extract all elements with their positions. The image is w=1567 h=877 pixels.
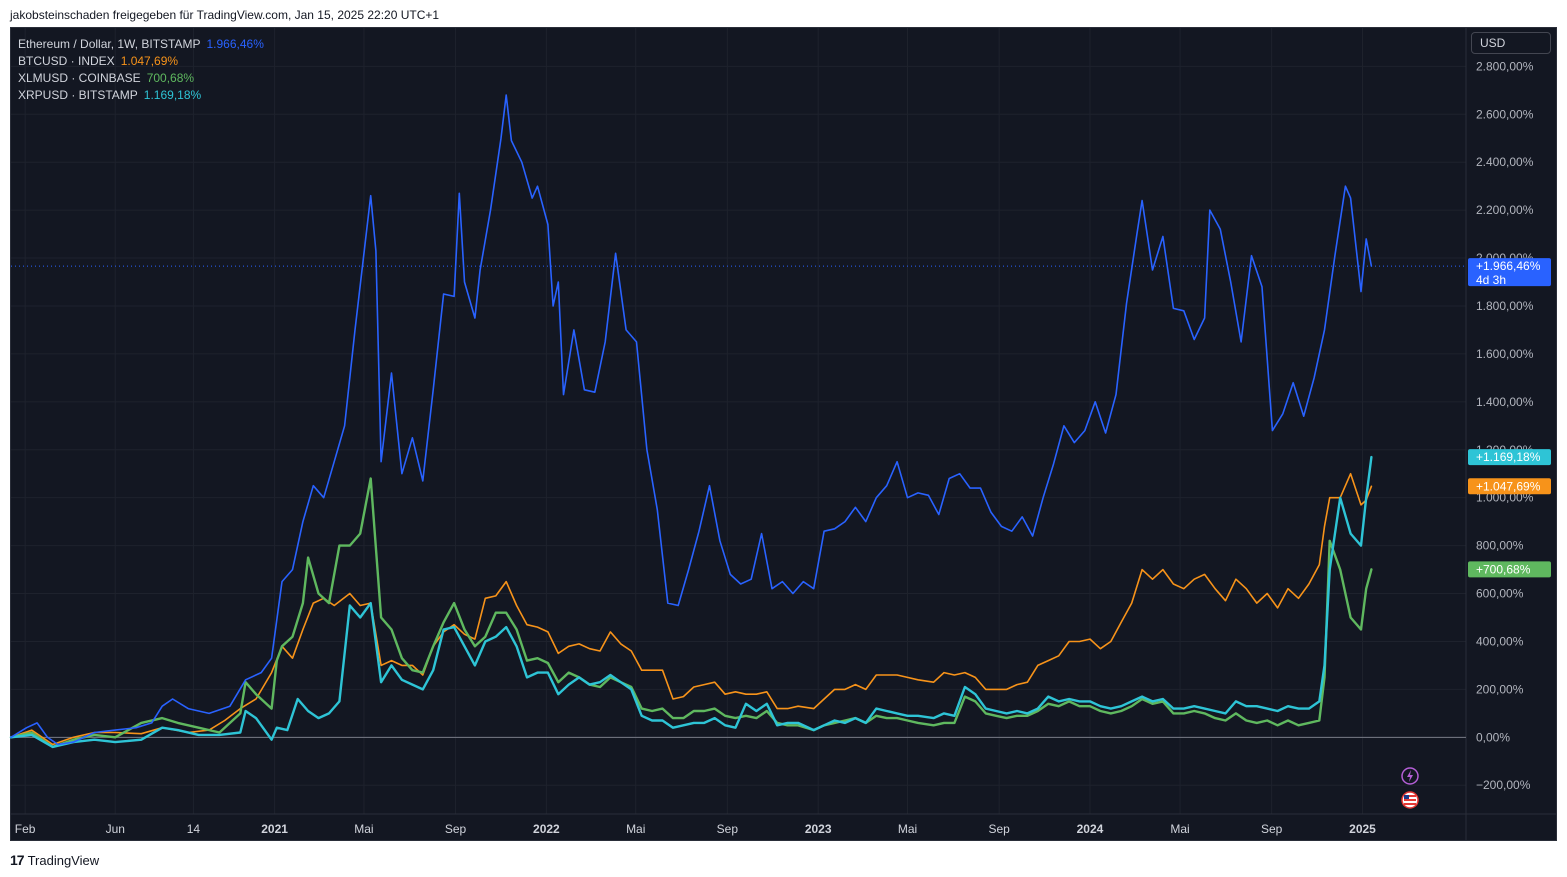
legend-row-xrp[interactable]: XRPUSD · BITSTAMP 1.169,18% <box>18 87 264 104</box>
legend-label: BTCUSD · INDEX <box>18 54 115 68</box>
lightning-glyph <box>1407 770 1413 782</box>
y-tick-label: 800,00% <box>1476 539 1524 553</box>
legend-value: 700,68% <box>146 71 195 85</box>
legend-value: 1.966,46% <box>206 37 264 51</box>
price-tag <box>1468 561 1551 578</box>
y-tick-label: −200,00% <box>1476 778 1531 792</box>
flag-stripe <box>1404 803 1416 805</box>
x-tick-label: Feb <box>15 822 36 836</box>
price-tag <box>1468 258 1551 287</box>
series-line <box>9 477 1373 749</box>
y-tick-label: 2.200,00% <box>1476 203 1534 217</box>
y-tick-label: 2.400,00% <box>1476 155 1534 169</box>
x-tick-label: 2025 <box>1349 822 1376 836</box>
y-tick-label: 2.600,00% <box>1476 107 1534 121</box>
y-tick-label: 400,00% <box>1476 634 1524 648</box>
series-line <box>10 94 1373 746</box>
y-tick-label: 600,00% <box>1476 587 1524 601</box>
brand-name: TradingView <box>27 852 100 868</box>
lightning-event-icon <box>1401 767 1419 785</box>
x-tick-label: Jun <box>106 822 125 836</box>
legend-label: XRPUSD · BITSTAMP <box>18 88 138 102</box>
currency-button[interactable]: USD <box>1471 32 1551 54</box>
y-tick-label: 2.800,00% <box>1476 59 1534 73</box>
x-tick-label: Mai <box>898 822 917 836</box>
y-tick-label: 1.600,00% <box>1476 347 1534 361</box>
x-tick-label: Sep <box>445 822 467 836</box>
legend-row-btc[interactable]: BTCUSD · INDEX 1.047,69% <box>18 53 264 70</box>
x-tick-label: Mai <box>1170 822 1189 836</box>
flag-stripe <box>1404 795 1416 797</box>
series-legend: Ethereum / Dollar, 1W, BITSTAMP 1.966,46%… <box>18 36 264 104</box>
x-tick-label: Mai <box>354 822 373 836</box>
x-tick-label: Mai <box>626 822 645 836</box>
flag-canton <box>1404 795 1409 799</box>
y-tick-label: 200,00% <box>1476 682 1524 696</box>
legend-row-eth[interactable]: Ethereum / Dollar, 1W, BITSTAMP 1.966,46% <box>18 36 264 53</box>
x-tick-label: 2024 <box>1077 822 1104 836</box>
legend-row-xlm[interactable]: XLMUSD · COINBASE 700,68% <box>18 70 264 87</box>
share-header: jakobsteinschaden freigegeben für Tradin… <box>10 8 440 22</box>
price-tag-label: +1.047,69% <box>1476 479 1541 493</box>
legend-label: Ethereum / Dollar, 1W, BITSTAMP <box>18 37 201 51</box>
legend-label: XLMUSD · COINBASE <box>18 71 141 85</box>
x-tick-label: Sep <box>988 822 1010 836</box>
price-tag <box>1468 478 1551 495</box>
x-tick-label: Sep <box>717 822 739 836</box>
flag-stripe <box>1404 799 1416 801</box>
price-tag <box>1468 449 1551 466</box>
price-tag-label: +700,68% <box>1476 562 1531 576</box>
x-tick-label: 2022 <box>533 822 560 836</box>
footer-brand[interactable]: 17 TradingView <box>10 852 99 868</box>
series-line <box>9 455 1373 749</box>
tradingview-logo-icon: 17 <box>10 852 25 868</box>
x-tick-label: 2021 <box>261 822 288 836</box>
legend-value: 1.047,69% <box>120 54 179 68</box>
x-tick-label: 14 <box>187 822 201 836</box>
y-tick-label: 1.400,00% <box>1476 395 1534 409</box>
series-line <box>10 472 1373 746</box>
x-tick-label: Sep <box>1261 822 1283 836</box>
y-tick-label: 0,00% <box>1476 730 1510 744</box>
legend-value: 1.169,18% <box>143 88 202 102</box>
price-tag-countdown: 4d 3h <box>1476 273 1506 287</box>
y-tick-label: 1.800,00% <box>1476 299 1534 313</box>
us-flag-event-icon <box>1401 791 1419 809</box>
x-tick-label: 2023 <box>805 822 832 836</box>
price-tag-label: +1.966,46% <box>1476 259 1541 273</box>
price-tag-label: +1.169,18% <box>1476 450 1541 464</box>
